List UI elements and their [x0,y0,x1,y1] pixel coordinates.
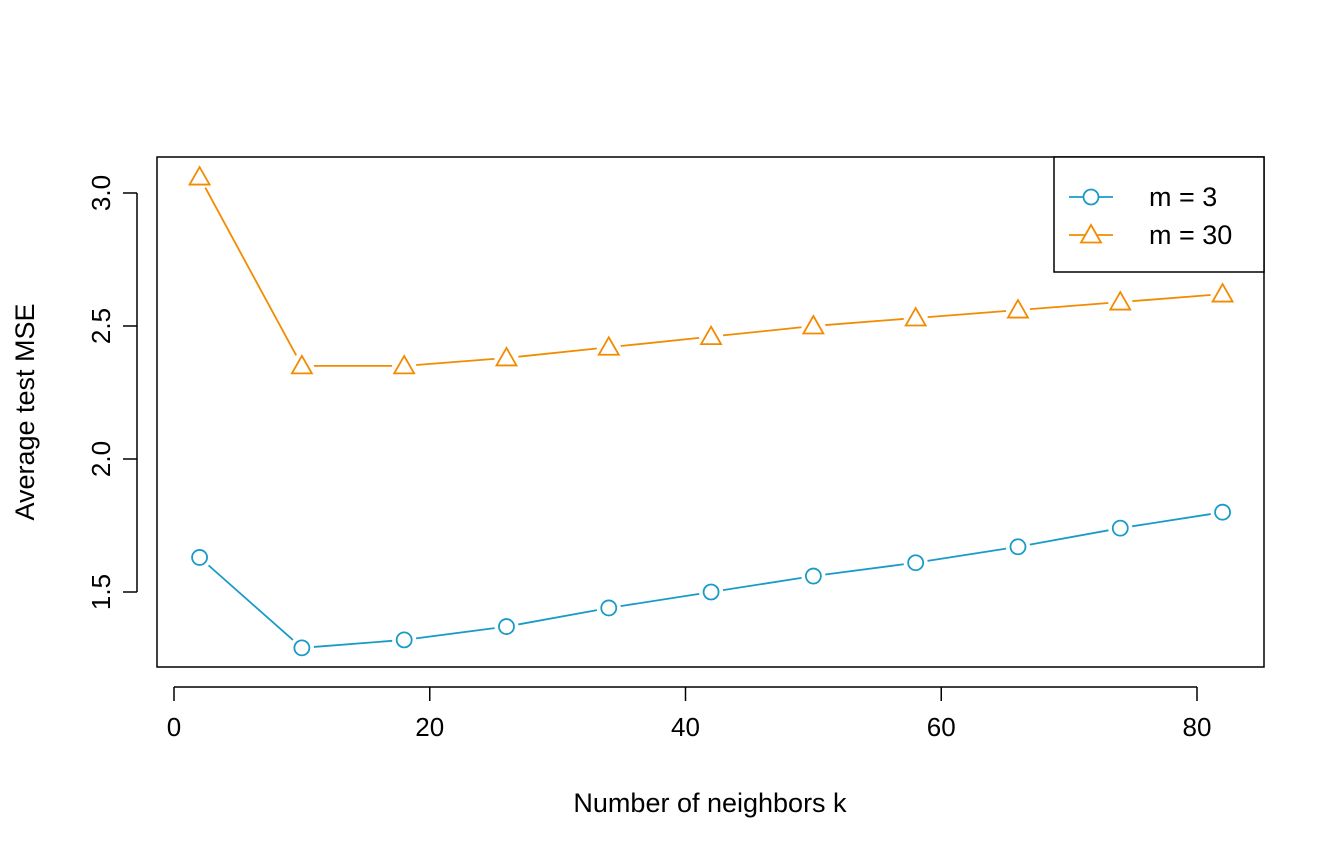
legend-item: m = 30 [1069,220,1232,250]
series-segment [927,547,1007,562]
series-layer [188,165,1235,657]
legend-marker [1082,188,1100,206]
data-point [699,324,723,346]
series-segment [207,564,294,641]
series-segment [1132,294,1211,303]
legend-label: m = 30 [1149,220,1232,250]
x-tick-label: 0 [167,712,181,742]
series-segment [825,563,904,576]
y-tick-label: 3.0 [86,175,116,211]
x-axis-title: Number of neighbors k [573,788,847,818]
x-axis: 0 20 40 60 80 [167,686,1212,742]
series-1 [191,503,1231,657]
y-tick-label: 1.5 [86,574,116,610]
data-point [904,306,928,327]
series-segment [204,187,297,356]
data-point [804,567,822,585]
series-segment [1029,302,1109,311]
data-point [1111,519,1129,537]
legend: m = 3 m = 30 [1053,156,1265,273]
data-point [395,631,413,649]
series-segment [1029,529,1109,546]
series-segment [518,347,597,358]
data-point [392,354,416,375]
x-tick-label: 60 [927,712,956,742]
legend-label: m = 3 [1149,182,1217,212]
data-point [1211,282,1235,303]
legend-box [1053,156,1265,273]
series-segment [722,326,802,337]
y-tick-label: 2.0 [86,441,116,477]
data-point [494,346,519,367]
data-point [1108,290,1132,311]
series-segment [415,627,495,640]
data-point [702,583,720,601]
data-point [191,549,208,566]
series-segment [1131,513,1211,528]
legend-item: m = 3 [1069,182,1217,212]
data-point [1009,538,1027,556]
series-segment [518,609,598,626]
x-tick-label: 20 [415,712,444,742]
data-point [600,599,618,617]
series-segment [927,310,1007,318]
y-axis: 1.5 2.0 2.5 3.0 [86,175,138,610]
series-segment [722,577,802,592]
legend-items: m = 3 m = 30 [1069,182,1232,250]
data-point [907,554,925,572]
series-segment [620,592,700,607]
data-point [801,314,825,335]
series-segment [620,336,700,347]
series-segment [313,639,393,648]
y-tick-label: 2.5 [86,308,116,344]
x-tick-label: 80 [1183,712,1212,742]
data-point [290,354,314,375]
data-point [1006,298,1030,319]
data-point [188,165,212,186]
x-tick-label: 40 [671,712,700,742]
y-axis-title: Average test MSE [10,303,40,520]
series-segment [825,318,904,326]
plot-frame [156,156,1265,668]
series-segment [416,357,495,366]
data-point [293,639,311,657]
data-point [597,335,621,356]
legend-marker [1079,223,1103,244]
data-point [1214,503,1231,521]
series-2 [188,165,1235,375]
data-point [498,618,515,635]
